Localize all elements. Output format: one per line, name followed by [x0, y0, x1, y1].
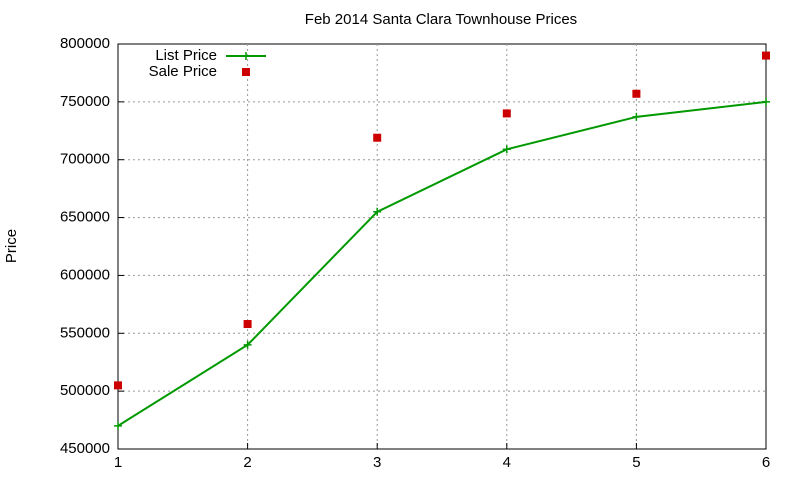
x-tick-label: 5	[632, 454, 640, 471]
legend-label: Sale Price	[149, 63, 217, 80]
point	[632, 89, 641, 98]
point	[243, 340, 252, 349]
plot-frame	[117, 43, 767, 450]
point	[762, 51, 770, 60]
y-axis-label: Price	[3, 229, 20, 263]
legend-swatch	[242, 68, 250, 76]
y-tick-label: 650000	[60, 209, 110, 226]
y-tick-label: 550000	[60, 324, 110, 341]
x-tick-label: 2	[243, 454, 251, 471]
y-tick-label: 450000	[60, 440, 110, 457]
y-tick-label: 600000	[60, 266, 110, 283]
point	[632, 112, 641, 121]
y-tick-label: 750000	[60, 93, 110, 110]
legend-label: List Price	[155, 47, 217, 64]
legend-swatch	[242, 52, 250, 60]
y-tick-label: 800000	[60, 35, 110, 52]
y-tick-label: 700000	[60, 151, 110, 168]
point	[762, 97, 770, 106]
x-tick-label: 4	[503, 454, 511, 471]
chart-title: Feb 2014 Santa Clara Townhouse Prices	[305, 11, 577, 28]
point	[502, 145, 511, 154]
x-tick-label: 6	[762, 454, 770, 471]
point	[114, 421, 122, 430]
point	[373, 207, 382, 216]
point	[114, 381, 122, 390]
y-tick-label: 500000	[60, 382, 110, 399]
point	[502, 109, 511, 118]
point	[243, 320, 252, 329]
x-tick-label: 3	[373, 454, 381, 471]
line	[117, 100, 767, 427]
point	[373, 133, 382, 142]
x-tick-label: 1	[114, 454, 122, 471]
